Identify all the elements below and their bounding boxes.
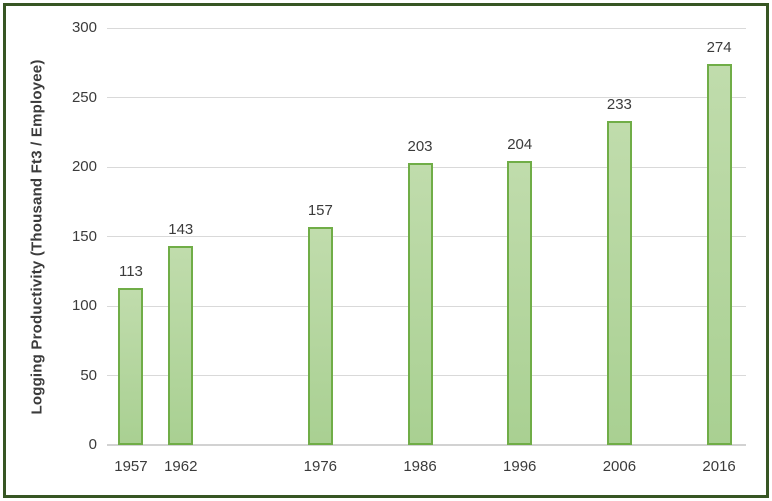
bar bbox=[507, 161, 533, 445]
plot-area: 0 50 100 150 200 250 300 113 1957 143 1962 157 1976 2… bbox=[72, 19, 746, 475]
x-tick-label: 1976 bbox=[303, 458, 338, 475]
x-axis-line bbox=[107, 444, 746, 446]
bar bbox=[168, 246, 194, 445]
bar bbox=[307, 226, 333, 445]
x-tick-label: 1986 bbox=[403, 458, 437, 475]
y-tick-label: 50 bbox=[80, 366, 97, 384]
y-tick-label: 200 bbox=[71, 158, 97, 175]
y-tick-label: 300 bbox=[71, 19, 97, 36]
x-tick-label: 2006 bbox=[602, 458, 637, 475]
bar-value-label: 274 bbox=[706, 39, 732, 57]
bar bbox=[118, 287, 144, 445]
bar-value-label: 113 bbox=[118, 262, 143, 280]
bar-value-label: 157 bbox=[307, 201, 333, 219]
gridline bbox=[107, 97, 746, 98]
bar-value-label: 143 bbox=[168, 221, 194, 239]
bar bbox=[606, 121, 632, 445]
bar-value-label: 233 bbox=[606, 96, 632, 114]
x-tick-label: 1962 bbox=[164, 458, 198, 475]
bar bbox=[407, 162, 433, 445]
x-tick-label: 1957 bbox=[114, 458, 148, 475]
chart-frame: Logging Productivity (Thousand Ft3 / Emp… bbox=[3, 3, 769, 498]
x-tick-label: 1996 bbox=[503, 458, 537, 475]
bar bbox=[706, 64, 732, 445]
y-tick-label: 100 bbox=[71, 297, 97, 314]
gridline bbox=[107, 27, 746, 29]
bar-value-label: 204 bbox=[507, 136, 533, 154]
y-tick-label: 150 bbox=[71, 227, 97, 245]
y-tick-label: 0 bbox=[88, 436, 97, 453]
y-tick-label: 250 bbox=[71, 88, 97, 106]
y-axis-title: Logging Productivity (Thousand Ft3 / Emp… bbox=[28, 59, 46, 415]
x-tick-label: 2016 bbox=[702, 458, 736, 475]
bar-value-label: 203 bbox=[407, 137, 433, 155]
